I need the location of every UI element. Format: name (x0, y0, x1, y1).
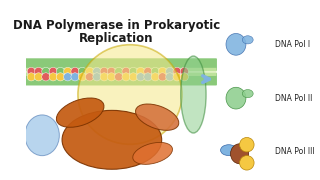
Circle shape (173, 67, 181, 75)
Circle shape (56, 67, 65, 75)
Circle shape (93, 73, 101, 81)
Circle shape (42, 67, 50, 75)
Circle shape (64, 73, 72, 81)
Circle shape (100, 67, 108, 75)
Circle shape (35, 67, 43, 75)
Circle shape (85, 73, 94, 81)
Circle shape (115, 67, 123, 75)
Circle shape (137, 67, 145, 75)
Circle shape (27, 73, 35, 81)
Ellipse shape (226, 33, 246, 55)
Text: DNA Pol II: DNA Pol II (275, 94, 312, 103)
Ellipse shape (136, 104, 179, 130)
Circle shape (85, 67, 94, 75)
Circle shape (108, 73, 116, 81)
Circle shape (49, 67, 57, 75)
Circle shape (151, 73, 159, 81)
Circle shape (49, 73, 57, 81)
Circle shape (64, 67, 72, 75)
Circle shape (240, 138, 254, 152)
Circle shape (173, 73, 181, 81)
Text: DNA Pol III: DNA Pol III (275, 147, 315, 156)
Ellipse shape (56, 98, 104, 127)
Ellipse shape (25, 115, 59, 156)
Circle shape (144, 73, 152, 81)
Circle shape (122, 73, 130, 81)
FancyBboxPatch shape (25, 58, 217, 71)
Circle shape (71, 73, 79, 81)
Ellipse shape (226, 87, 246, 109)
Circle shape (71, 67, 79, 75)
Circle shape (78, 73, 86, 81)
Text: DNA Polymerase in Prokaryotic: DNA Polymerase in Prokaryotic (13, 19, 220, 32)
Circle shape (122, 67, 130, 75)
Circle shape (35, 73, 43, 81)
Circle shape (180, 73, 188, 81)
Circle shape (144, 67, 152, 75)
Ellipse shape (242, 89, 253, 98)
Ellipse shape (62, 110, 162, 169)
Ellipse shape (230, 144, 249, 164)
Circle shape (115, 73, 123, 81)
Circle shape (180, 67, 188, 75)
Ellipse shape (220, 145, 237, 156)
Ellipse shape (133, 142, 172, 164)
Circle shape (129, 73, 137, 81)
Circle shape (78, 67, 86, 75)
Circle shape (100, 73, 108, 81)
Circle shape (27, 67, 35, 75)
Circle shape (93, 67, 101, 75)
Circle shape (166, 67, 174, 75)
Text: Replication: Replication (79, 32, 154, 45)
Circle shape (56, 73, 65, 81)
Circle shape (158, 67, 166, 75)
Ellipse shape (78, 45, 182, 144)
Circle shape (158, 73, 166, 81)
FancyBboxPatch shape (25, 68, 217, 76)
Circle shape (151, 67, 159, 75)
Circle shape (137, 73, 145, 81)
Ellipse shape (242, 36, 253, 44)
Text: DNA Pol I: DNA Pol I (275, 40, 310, 49)
Circle shape (240, 156, 254, 170)
Ellipse shape (181, 56, 206, 133)
Circle shape (42, 73, 50, 81)
FancyBboxPatch shape (25, 73, 217, 85)
Circle shape (129, 67, 137, 75)
Circle shape (166, 73, 174, 81)
Circle shape (108, 67, 116, 75)
